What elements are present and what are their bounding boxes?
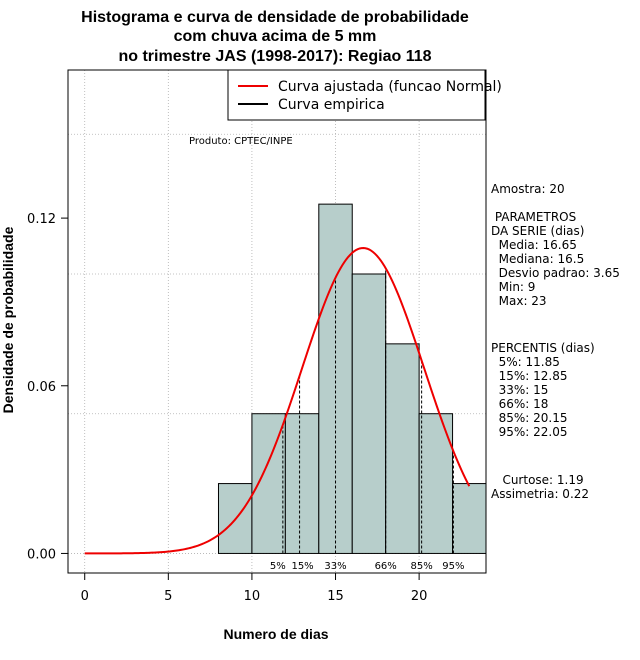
skewness: Assimetria: 0.22	[491, 487, 589, 501]
params-subtitle: DA SERIE (dias)	[491, 224, 584, 238]
histogram-bar	[351, 273, 387, 554]
y-axis-label: Densidade de probabilidade	[0, 226, 16, 413]
chart-title-line-1: Histograma e curva de densidade de proba…	[81, 9, 469, 26]
params-title: PARAMETROS	[491, 210, 576, 224]
x-tick-label: 5	[164, 589, 172, 604]
y-tick-label: 0.12	[27, 212, 56, 227]
normal-curve	[84, 247, 471, 555]
chart-title-line-2: com chuva acima de 5 mm	[174, 28, 377, 45]
x-tick-label: 15	[327, 589, 344, 604]
percentile-95: 95%: 22.05	[491, 425, 568, 439]
legend-box	[227, 69, 486, 121]
param-sd: Desvio padrao: 3.65	[491, 266, 620, 280]
percentile-15: 15%: 12.85	[491, 369, 568, 383]
param-min: Min: 9	[491, 280, 535, 294]
percentile-lines	[282, 268, 454, 554]
y-axis: 0.00 0.06 0.12	[27, 212, 68, 562]
legend-label-fit: Curva ajustada (funcao Normal)	[278, 79, 502, 95]
x-tick-label: 20	[411, 589, 428, 604]
sample-size: Amostra: 20	[491, 182, 565, 196]
percentile-66: 66%: 18	[491, 397, 548, 411]
x-tick-label: 0	[81, 589, 89, 604]
percentiles-title: PERCENTIS (dias)	[491, 341, 595, 355]
percentile-labels: 5% 15% 33% 66% 85% 95%	[270, 561, 465, 572]
param-max: Max: 23	[491, 294, 547, 308]
y-tick-label: 0.00	[27, 547, 56, 562]
chart-title-line-3: no trimestre JAS (1998-2017): Regiao 118	[118, 48, 431, 65]
percentile-5: 5%: 11.85	[491, 355, 560, 369]
kurtosis: Curtose: 1.19	[491, 473, 584, 487]
histogram-bar	[452, 483, 487, 554]
param-mean: Media: 16.65	[491, 238, 577, 252]
histogram-bar	[385, 343, 420, 554]
histogram-bar	[251, 413, 286, 554]
percentile-label: 33%	[324, 561, 346, 572]
percentile-label: 15%	[291, 561, 313, 572]
x-axis: 0 5 10 15 20	[81, 572, 428, 604]
x-axis-label: Numero de dias	[223, 626, 328, 642]
y-tick-label: 0.06	[27, 380, 56, 395]
legend-label-empirical: Curva empirica	[278, 97, 385, 113]
percentile-label: 85%	[411, 561, 433, 572]
normal-curve-path	[84, 247, 471, 555]
percentile-label: 5%	[270, 561, 286, 572]
product-label: Produto: CPTEC/INPE	[189, 136, 293, 147]
param-median: Mediana: 16.5	[491, 252, 584, 266]
legend: Curva ajustada (funcao Normal) Curva emp…	[227, 69, 502, 121]
x-tick-label: 10	[244, 589, 261, 604]
percentile-85: 85%: 20.15	[491, 411, 568, 425]
percentile-label: 66%	[375, 561, 397, 572]
percentile-33: 33%: 15	[491, 383, 548, 397]
statistics-panel: Amostra: 20 PARAMETROS DA SERIE (dias) M…	[491, 182, 620, 501]
histogram-bars	[217, 203, 487, 554]
histogram-bar	[284, 413, 320, 554]
percentile-label: 95%	[442, 561, 464, 572]
